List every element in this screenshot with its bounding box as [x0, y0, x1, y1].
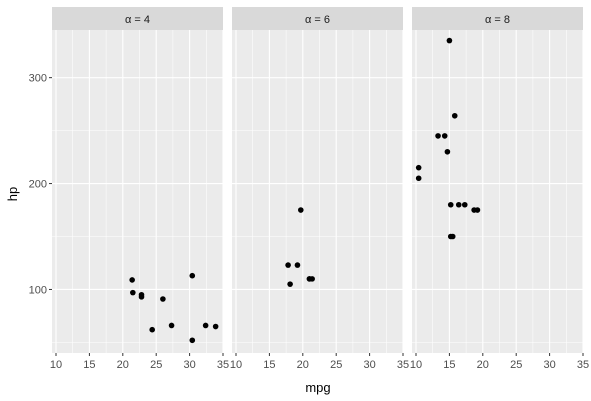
facet-strip-label: α = 4	[125, 14, 150, 26]
x-tick-label: 30	[183, 359, 195, 371]
x-tick-label: 20	[117, 359, 129, 371]
data-point	[446, 37, 453, 44]
panel-background	[412, 30, 583, 353]
data-point	[168, 322, 175, 329]
x-tick-label: 10	[50, 359, 62, 371]
x-tick-label: 10	[230, 359, 242, 371]
data-point	[202, 322, 209, 329]
facet-panel-1: α = 4	[52, 7, 224, 353]
x-tick-label: 25	[510, 359, 522, 371]
facet-strip-label: α = 6	[305, 14, 330, 26]
panel-background	[232, 30, 403, 353]
panel-background	[52, 30, 223, 353]
facet-panel-2: α = 6	[232, 7, 404, 353]
x-tick-label: 35	[397, 359, 409, 371]
y-tick-label: 200	[29, 179, 47, 191]
facet-strip-label: α = 8	[485, 14, 510, 26]
data-point	[451, 112, 458, 119]
x-tick-label: 25	[150, 359, 162, 371]
x-tick-label: 20	[477, 359, 489, 371]
x-tick-label: 35	[217, 359, 229, 371]
data-point	[212, 323, 219, 330]
facet-strip	[232, 7, 403, 30]
x-tick-label: 25	[330, 359, 342, 371]
data-point	[138, 291, 145, 298]
data-point	[189, 337, 196, 344]
facet-panel-3: α = 8	[412, 7, 584, 353]
data-point	[294, 262, 301, 268]
data-point	[435, 133, 441, 139]
data-point	[444, 148, 451, 155]
x-tick-label: 15	[263, 359, 275, 371]
x-tick-label: 10	[410, 359, 422, 371]
y-tick-label: 100	[29, 284, 47, 296]
data-point	[160, 296, 166, 302]
axes-layer: 10 15 20 25 30 35 10 15 20 25 30 35 10 15 20 25 30 351002…	[29, 73, 589, 371]
x-tick-label: 30	[543, 359, 555, 371]
x-tick-label: 15	[83, 359, 95, 371]
data-point	[285, 262, 291, 268]
data-point	[189, 272, 196, 279]
data-point	[415, 164, 422, 171]
data-point	[130, 289, 136, 296]
data-point	[455, 201, 462, 208]
y-tick-label: 300	[29, 73, 47, 85]
data-point	[129, 277, 135, 283]
data-point	[441, 133, 448, 139]
data-point	[449, 233, 456, 240]
x-tick-label: 15	[443, 359, 455, 371]
data-point	[309, 276, 315, 282]
x-tick-label: 20	[297, 359, 309, 371]
data-point	[287, 281, 293, 287]
facet-strip	[412, 7, 583, 30]
data-point	[149, 326, 155, 333]
y-axis-title: hp	[5, 187, 20, 201]
data-point	[415, 175, 422, 182]
data-point	[474, 207, 481, 213]
data-point	[298, 207, 304, 213]
x-tick-label: 30	[363, 359, 375, 371]
x-tick-label: 35	[577, 359, 589, 371]
data-point	[461, 201, 468, 208]
panels-layer: α = 4 α = 6 α = 8	[52, 7, 584, 353]
x-axis-title: mpg	[305, 380, 330, 395]
data-point	[447, 201, 454, 208]
facet-strip	[52, 7, 223, 30]
